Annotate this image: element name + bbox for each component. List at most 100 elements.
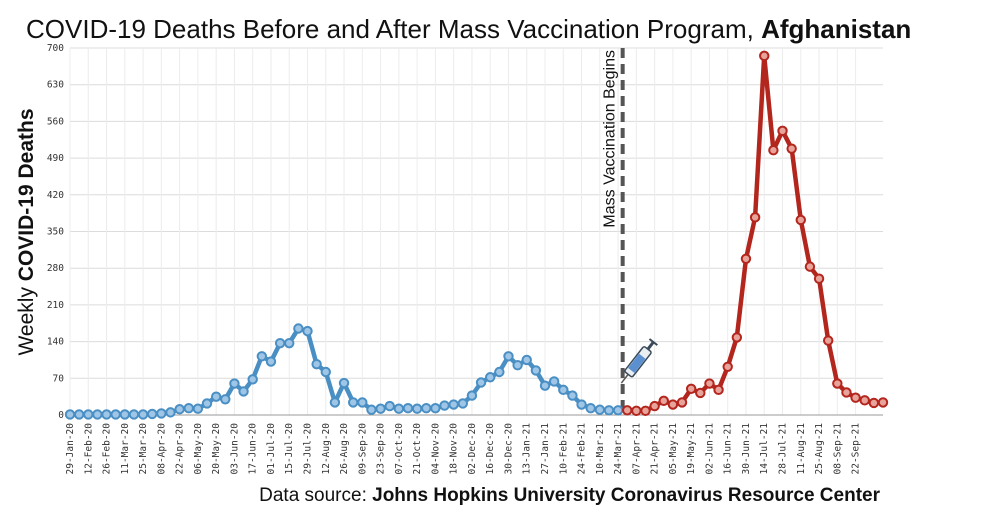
y-tick-label: 140 — [47, 337, 64, 348]
before-vaccination-point — [539, 380, 551, 391]
before-vaccination-point — [466, 390, 478, 401]
y-tick-label: 700 — [47, 43, 64, 54]
data-source-prefix: Data source: — [259, 485, 372, 506]
after-vaccination-point — [868, 397, 880, 409]
y-tick-label: 70 — [53, 373, 65, 384]
y-tick-labels: 0 70 140 210 280 350 420 490 560 630 700 — [47, 43, 64, 421]
before-vaccination-point — [101, 409, 112, 420]
x-tick-label: 27-Jan-21 — [540, 423, 551, 475]
vaccination-annotation: Mass Vaccination Begins — [602, 50, 619, 228]
x-tick-label: 22-Apr-20 — [175, 423, 186, 475]
after-vaccination-point — [740, 253, 752, 264]
before-vaccination-point — [320, 366, 331, 378]
after-vaccination-point — [877, 397, 889, 408]
before-vaccination-point — [183, 402, 194, 414]
before-vaccination-point — [128, 409, 140, 420]
x-tick-label: 06-May-20 — [193, 423, 204, 475]
after-vaccination-point — [813, 273, 825, 284]
before-vaccination-point — [64, 409, 76, 420]
before-vaccination-point — [137, 409, 149, 420]
before-vaccination-point — [92, 409, 103, 420]
y-tick-label: 350 — [47, 227, 64, 238]
x-tick-label: 23-Sep-20 — [376, 423, 387, 475]
after-vaccination-point — [795, 214, 806, 226]
after-vaccination-point — [695, 387, 706, 399]
x-tick-label: 16-Dec-20 — [485, 423, 496, 475]
before-vaccination-point — [220, 394, 231, 405]
x-tick-label: 22-Sep-21 — [851, 423, 862, 475]
before-vaccination-point — [585, 402, 596, 414]
x-tick-label: 02-Jun-21 — [704, 423, 715, 475]
before-vaccination-point — [567, 390, 578, 401]
x-tick-label: 26-Aug-20 — [339, 423, 350, 475]
x-tick-label: 11-Aug-21 — [796, 423, 807, 475]
before-vaccination-point — [265, 356, 277, 367]
y-axis-label-bold: COVID-19 Deaths — [15, 108, 38, 281]
x-tick-label: 30-Jun-21 — [741, 423, 752, 475]
after-vaccination-point — [759, 50, 770, 62]
before-vaccination-point — [201, 398, 213, 409]
before-vaccination-point — [512, 359, 523, 371]
before-vaccination-point — [174, 404, 185, 415]
after-vaccination-point — [832, 378, 843, 389]
before-vaccination-point — [192, 403, 204, 414]
x-tick-label: 15-Jul-20 — [284, 423, 295, 475]
x-tick-label: 03-Jun-20 — [229, 423, 240, 475]
after-vaccination-point — [804, 261, 816, 272]
y-tick-label: 490 — [47, 153, 64, 164]
after-vaccination-point — [731, 332, 743, 343]
before-vaccination-point — [594, 404, 606, 415]
x-tick-label: 10-Feb-21 — [558, 423, 569, 475]
x-tick-label: 17-Jun-20 — [248, 423, 259, 475]
before-vaccination-point — [366, 404, 377, 415]
x-tick-label: 29-Jul-20 — [303, 423, 314, 475]
before-vaccination-point — [503, 351, 514, 362]
before-vaccination-point — [430, 402, 441, 414]
y-tick-label: 630 — [47, 80, 64, 91]
x-tick-label: 10-Mar-21 — [595, 423, 606, 475]
x-tick-label: 12-Aug-20 — [321, 423, 332, 475]
before-vaccination-point — [475, 377, 487, 388]
after-vaccination-line — [627, 53, 884, 414]
chart-title-country: Afghanistan — [761, 14, 911, 44]
before-vaccination-point — [274, 337, 286, 349]
before-vaccination-point — [119, 409, 131, 420]
y-tick-label: 210 — [47, 300, 64, 311]
before-vaccination-point — [311, 358, 322, 370]
before-vaccination-point — [302, 325, 313, 337]
after-vaccination-point — [841, 387, 852, 398]
grid — [69, 47, 883, 416]
before-vaccination-point — [448, 399, 459, 410]
y-tick-label: 420 — [47, 190, 64, 201]
before-vaccination-point — [439, 400, 450, 411]
before-vaccination-point — [147, 408, 158, 420]
before-vaccination-point — [293, 323, 304, 334]
after-vaccination-point — [704, 378, 715, 389]
x-tick-label: 24-Mar-21 — [613, 423, 624, 475]
before-vaccination-point — [530, 365, 542, 376]
x-tick-label: 26-Feb-20 — [102, 423, 113, 475]
x-tick-label: 25-Mar-20 — [138, 423, 149, 475]
before-vaccination-point — [384, 400, 395, 412]
before-vaccination-point — [110, 409, 121, 420]
before-vaccination-point — [357, 397, 368, 408]
x-tick-label: 04-Nov-20 — [430, 423, 441, 475]
after-vaccination-point — [749, 212, 761, 223]
x-tick-label: 14-Jul-21 — [759, 423, 770, 475]
before-vaccination-point — [238, 386, 249, 397]
x-tick-label: 02-Dec-20 — [467, 423, 478, 475]
x-tick-label: 11-Mar-20 — [120, 423, 131, 475]
x-tick-label: 25-Aug-21 — [814, 423, 825, 475]
series-layer — [64, 50, 889, 420]
x-tick-label: 29-Jan-20 — [65, 423, 76, 475]
after-vaccination-point — [676, 397, 688, 408]
after-vaccination-point — [777, 125, 788, 137]
x-tick-label: 08-Sep-21 — [832, 423, 843, 475]
x-tick-label: 24-Feb-21 — [577, 423, 588, 475]
x-tick-label: 21-Oct-20 — [412, 423, 423, 475]
before-vaccination-point — [156, 408, 167, 419]
before-vaccination-point — [338, 377, 350, 389]
x-tick-label: 19-May-21 — [686, 423, 697, 475]
x-tick-label: 01-Jul-20 — [266, 423, 277, 475]
after-vaccination-point — [722, 361, 733, 372]
